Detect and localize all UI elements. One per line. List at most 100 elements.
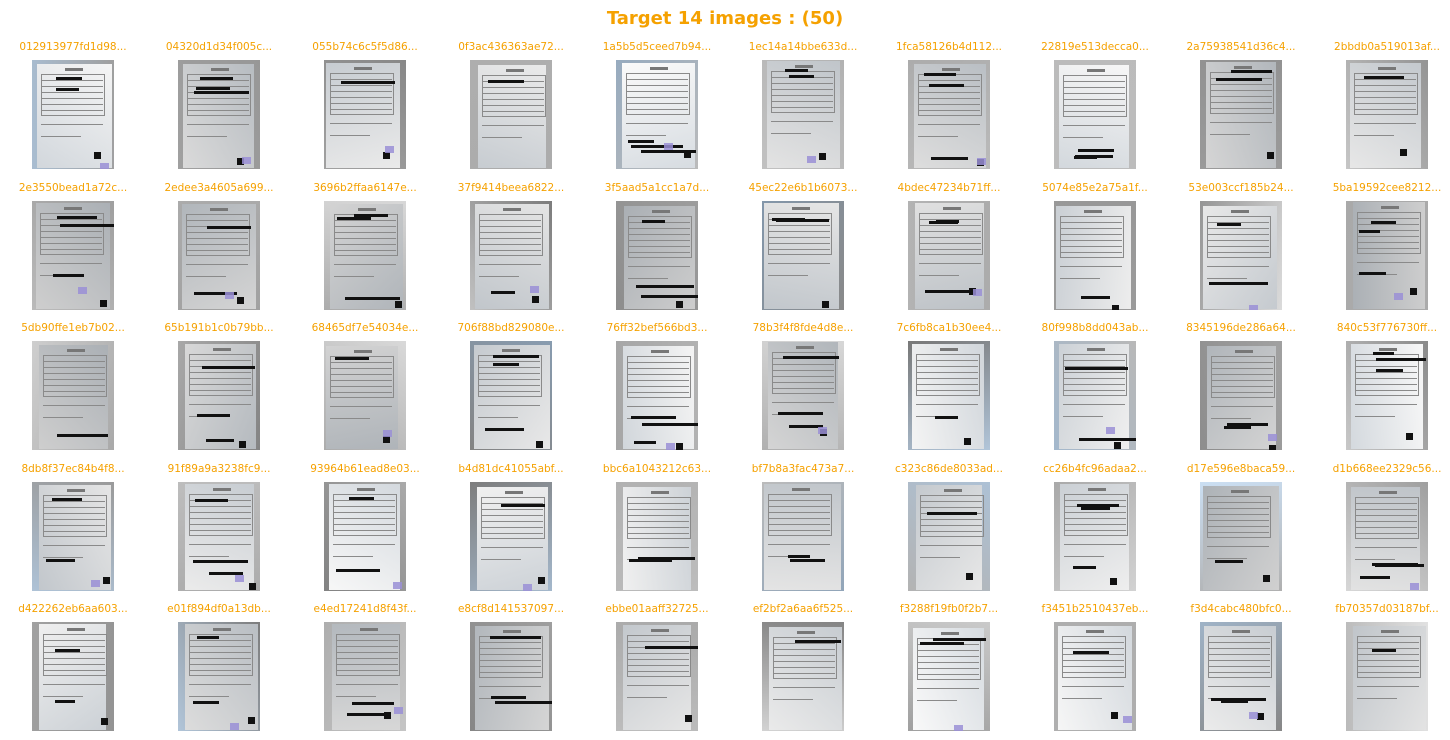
scanned-document-thumbnail [1346, 60, 1428, 169]
image-tile[interactable]: bf7b8a3fac473a7... [730, 463, 876, 591]
scanned-document-thumbnail [1054, 341, 1136, 450]
image-caption: 93964b61ead8e03... [310, 463, 420, 475]
image-caption: 22819e513decca0... [1041, 41, 1149, 53]
image-tile[interactable]: f3288f19fb0f2b7... [876, 603, 1022, 731]
image-tile[interactable]: 5074e85e2a75a1f... [1022, 182, 1168, 310]
scanned-document-thumbnail [908, 341, 990, 450]
image-tile[interactable]: f3d4cabc480bfc0... [1168, 603, 1314, 731]
image-tile[interactable]: fb70357d03187bf... [1314, 603, 1450, 731]
scanned-document-thumbnail [1346, 482, 1428, 591]
image-tile[interactable]: 76ff32bef566bd3... [584, 322, 730, 450]
scanned-document-thumbnail [178, 341, 260, 450]
image-caption: ebbe01aaff32725... [605, 603, 709, 615]
image-tile[interactable]: e01f894df0a13db... [146, 603, 292, 731]
image-tile[interactable]: 04320d1d34f005c... [146, 41, 292, 169]
image-tile[interactable]: e8cf8d141537097... [438, 603, 584, 731]
scanned-document-thumbnail [1200, 201, 1282, 310]
scanned-document-thumbnail [1054, 622, 1136, 731]
image-caption: e4ed17241d8f43f... [313, 603, 417, 615]
scanned-document-thumbnail [470, 482, 552, 591]
image-tile[interactable]: 7c6fb8ca1b30ee4... [876, 322, 1022, 450]
page-title: Target 14 images : (50) [606, 8, 844, 29]
scanned-document-thumbnail [470, 341, 552, 450]
image-tile[interactable]: 5db90ffe1eb7b02... [0, 322, 146, 450]
image-caption: c323c86de8033ad... [895, 463, 1003, 475]
scanned-document-thumbnail [324, 622, 406, 731]
image-tile[interactable]: 2edee3a4605a699... [146, 182, 292, 310]
image-caption: 1a5b5d5ceed7b94... [602, 41, 712, 53]
image-caption: 2bbdb0a519013af... [1334, 41, 1440, 53]
image-caption: ef2bf2a6aa6f525... [752, 603, 854, 615]
scanned-document-thumbnail [178, 201, 260, 310]
image-tile[interactable]: ebbe01aaff32725... [584, 603, 730, 731]
image-tile[interactable]: 4bdec47234b71ff... [876, 182, 1022, 310]
image-tile[interactable]: 78b3f4f8fde4d8e... [730, 322, 876, 450]
image-tile[interactable]: bbc6a1043212c63... [584, 463, 730, 591]
image-tile[interactable]: 37f9414beea6822... [438, 182, 584, 310]
image-caption: 3696b2ffaa6147e... [313, 182, 417, 194]
image-tile[interactable]: 80f998b8dd043ab... [1022, 322, 1168, 450]
image-tile[interactable]: 1fca58126b4d112... [876, 41, 1022, 169]
image-caption: 1ec14a14bbe633d... [748, 41, 858, 53]
image-tile[interactable]: 1ec14a14bbe633d... [730, 41, 876, 169]
scanned-document-thumbnail [762, 341, 844, 450]
image-tile[interactable]: 3f5aad5a1cc1a7d... [584, 182, 730, 310]
image-tile[interactable]: 2a75938541d36c4... [1168, 41, 1314, 169]
scanned-document-thumbnail [616, 60, 698, 169]
image-tile[interactable]: d17e596e8baca59... [1168, 463, 1314, 591]
image-tile[interactable]: 706f88bd829080e... [438, 322, 584, 450]
image-caption: 012913977fd1d98... [19, 41, 127, 53]
image-tile[interactable]: 5ba19592cee8212... [1314, 182, 1450, 310]
image-tile[interactable]: 53e003ccf185b24... [1168, 182, 1314, 310]
image-caption: 91f89a9a3238fc9... [167, 463, 271, 475]
image-tile[interactable]: d1b668ee2329c56... [1314, 463, 1450, 591]
scanned-document-thumbnail [1200, 60, 1282, 169]
scanned-document-thumbnail [32, 482, 114, 591]
image-caption: d422262eb6aa603... [18, 603, 128, 615]
image-tile[interactable]: e4ed17241d8f43f... [292, 603, 438, 731]
image-tile[interactable]: 22819e513decca0... [1022, 41, 1168, 169]
image-tile[interactable]: b4d81dc41055abf... [438, 463, 584, 591]
scanned-document-thumbnail [324, 60, 406, 169]
image-caption: bbc6a1043212c63... [602, 463, 712, 475]
image-caption: 840c53f776730ff... [1336, 322, 1438, 334]
image-tile[interactable]: 3696b2ffaa6147e... [292, 182, 438, 310]
image-caption: 4bdec47234b71ff... [897, 182, 1001, 194]
image-tile[interactable]: c323c86de8033ad... [876, 463, 1022, 591]
image-tile[interactable]: 91f89a9a3238fc9... [146, 463, 292, 591]
image-tile[interactable]: 65b191b1c0b79bb... [146, 322, 292, 450]
image-tile[interactable]: 1a5b5d5ceed7b94... [584, 41, 730, 169]
image-caption: 2edee3a4605a699... [164, 182, 274, 194]
scanned-document-thumbnail [908, 482, 990, 591]
scanned-document-thumbnail [1346, 341, 1428, 450]
scanned-document-thumbnail [1054, 482, 1136, 591]
image-tile[interactable]: 8db8f37ec84b4f8... [0, 463, 146, 591]
image-caption: fb70357d03187bf... [1335, 603, 1439, 615]
image-tile[interactable]: 8345196de286a64... [1168, 322, 1314, 450]
image-tile[interactable]: 45ec22e6b1b6073... [730, 182, 876, 310]
image-tile[interactable]: cc26b4fc96adaa2... [1022, 463, 1168, 591]
image-caption: bf7b8a3fac473a7... [751, 463, 855, 475]
image-tile[interactable]: 2bbdb0a519013af... [1314, 41, 1450, 169]
scanned-document-thumbnail [178, 482, 260, 591]
image-tile[interactable]: 2e3550bead1a72c... [0, 182, 146, 310]
scanned-document-thumbnail [616, 201, 698, 310]
scanned-document-thumbnail [616, 341, 698, 450]
image-tile[interactable]: f3451b2510437eb... [1022, 603, 1168, 731]
image-tile[interactable]: 840c53f776730ff... [1314, 322, 1450, 450]
image-tile[interactable]: 012913977fd1d98... [0, 41, 146, 169]
image-tile[interactable]: 93964b61ead8e03... [292, 463, 438, 591]
image-caption: d1b668ee2329c56... [1332, 463, 1442, 475]
image-caption: 0f3ac436363ae72... [458, 41, 564, 53]
image-tile[interactable]: 055b74c6c5f5d86... [292, 41, 438, 169]
image-tile[interactable]: 0f3ac436363ae72... [438, 41, 584, 169]
image-caption: 2e3550bead1a72c... [18, 182, 128, 194]
image-caption: 5ba19592cee8212... [1332, 182, 1442, 194]
image-tile[interactable]: 68465df7e54034e... [292, 322, 438, 450]
image-caption: 3f5aad5a1cc1a7d... [604, 182, 710, 194]
image-tile[interactable]: d422262eb6aa603... [0, 603, 146, 731]
image-caption: b4d81dc41055abf... [458, 463, 564, 475]
image-tile[interactable]: ef2bf2a6aa6f525... [730, 603, 876, 731]
scanned-document-thumbnail [470, 201, 552, 310]
scanned-document-thumbnail [1054, 60, 1136, 169]
